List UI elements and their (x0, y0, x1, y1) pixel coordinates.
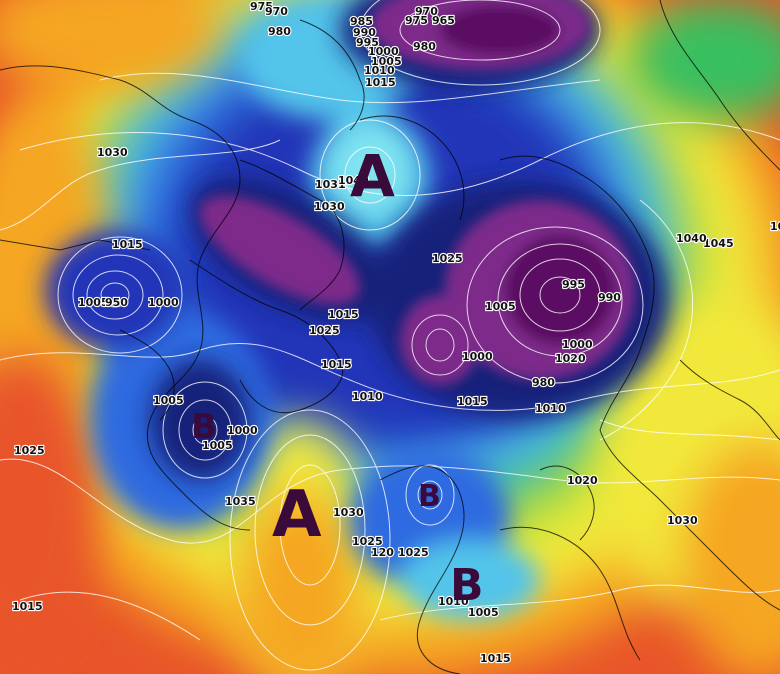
pressure-label: 1015 (112, 238, 143, 251)
pressure-label: 1020 (555, 352, 586, 365)
pressure-label: 1005 (153, 394, 184, 407)
pressure-label: 1035 (225, 495, 256, 508)
pressure-label: 1000 (227, 424, 258, 437)
pressure-label: 1005 (468, 606, 499, 619)
pressure-label: 1005 (371, 55, 402, 68)
pressure-label: 1031 (315, 178, 346, 191)
pressure-label: 965 (432, 14, 455, 27)
pressure-label: 970 (415, 5, 438, 18)
pressure-label: 104 (770, 220, 780, 233)
pressure-label: 1015 (328, 308, 359, 321)
pressure-label: 995 (562, 278, 585, 291)
high-pressure-marker: A (350, 142, 395, 210)
pressure-label: 120 (371, 546, 394, 559)
pressure-label: 1000 (462, 350, 493, 363)
pressure-label: 1015 (12, 600, 43, 613)
pressure-label: 1010 (535, 402, 566, 415)
pressure-label: 1015 (321, 358, 352, 371)
pressure-label: 970 (265, 5, 288, 18)
pressure-label: 1020 (567, 474, 598, 487)
pressure-label: 980 (268, 25, 291, 38)
pressure-label: 950 (105, 296, 128, 309)
pressure-labels: 9759709809859909951000100510101015970975… (11, 0, 780, 666)
pressure-label: 1010 (364, 64, 395, 77)
pressure-label: 1000 (148, 296, 179, 309)
pressure-label: 1025 (352, 535, 383, 548)
pressure-label: 1010 (438, 595, 469, 608)
high-pressure-marker: A (272, 478, 322, 552)
pressure-label: 1030 (97, 146, 128, 159)
pressure-label: 1025 (398, 546, 429, 559)
pressure-label: 1000 (368, 45, 399, 58)
pressure-label: 1005 (78, 296, 109, 309)
pressure-label: 1025 (432, 252, 463, 265)
pressure-label: 1030 (667, 514, 698, 527)
pressure-label: 1045 (703, 237, 734, 250)
pressure-label: 1030 (333, 506, 364, 519)
pressure-label: 980 (413, 40, 436, 53)
pressure-label: 975 (405, 14, 428, 27)
pressure-label: 1015 (365, 76, 396, 89)
pressure-label: 1000 (562, 338, 593, 351)
pressure-label: 1015 (457, 395, 488, 408)
pressure-label: 1040 (338, 174, 369, 187)
pressure-label: 980 (532, 376, 555, 389)
pressure-label: 1010 (352, 390, 383, 403)
low-pressure-marker: B (450, 560, 484, 611)
system-letters: A A B B B (191, 142, 484, 611)
pressure-label: 1030 (314, 200, 345, 213)
low-pressure-marker: B (191, 407, 217, 447)
pressure-label: 1005 (202, 439, 233, 452)
pressure-label: 985 (350, 15, 373, 28)
pressure-label: 1025 (14, 444, 45, 457)
pressure-label: 1015 (480, 652, 511, 665)
pressure-label: 1005 (485, 300, 516, 313)
pressure-label: 1040 (676, 232, 707, 245)
pressure-label: 1025 (309, 324, 340, 337)
low-pressure-marker: B (418, 479, 441, 514)
pressure-label: 995 (356, 36, 379, 49)
pressure-label: 990 (598, 291, 621, 304)
pressure-label: 975 (250, 0, 273, 13)
pressure-label: 990 (353, 26, 376, 39)
